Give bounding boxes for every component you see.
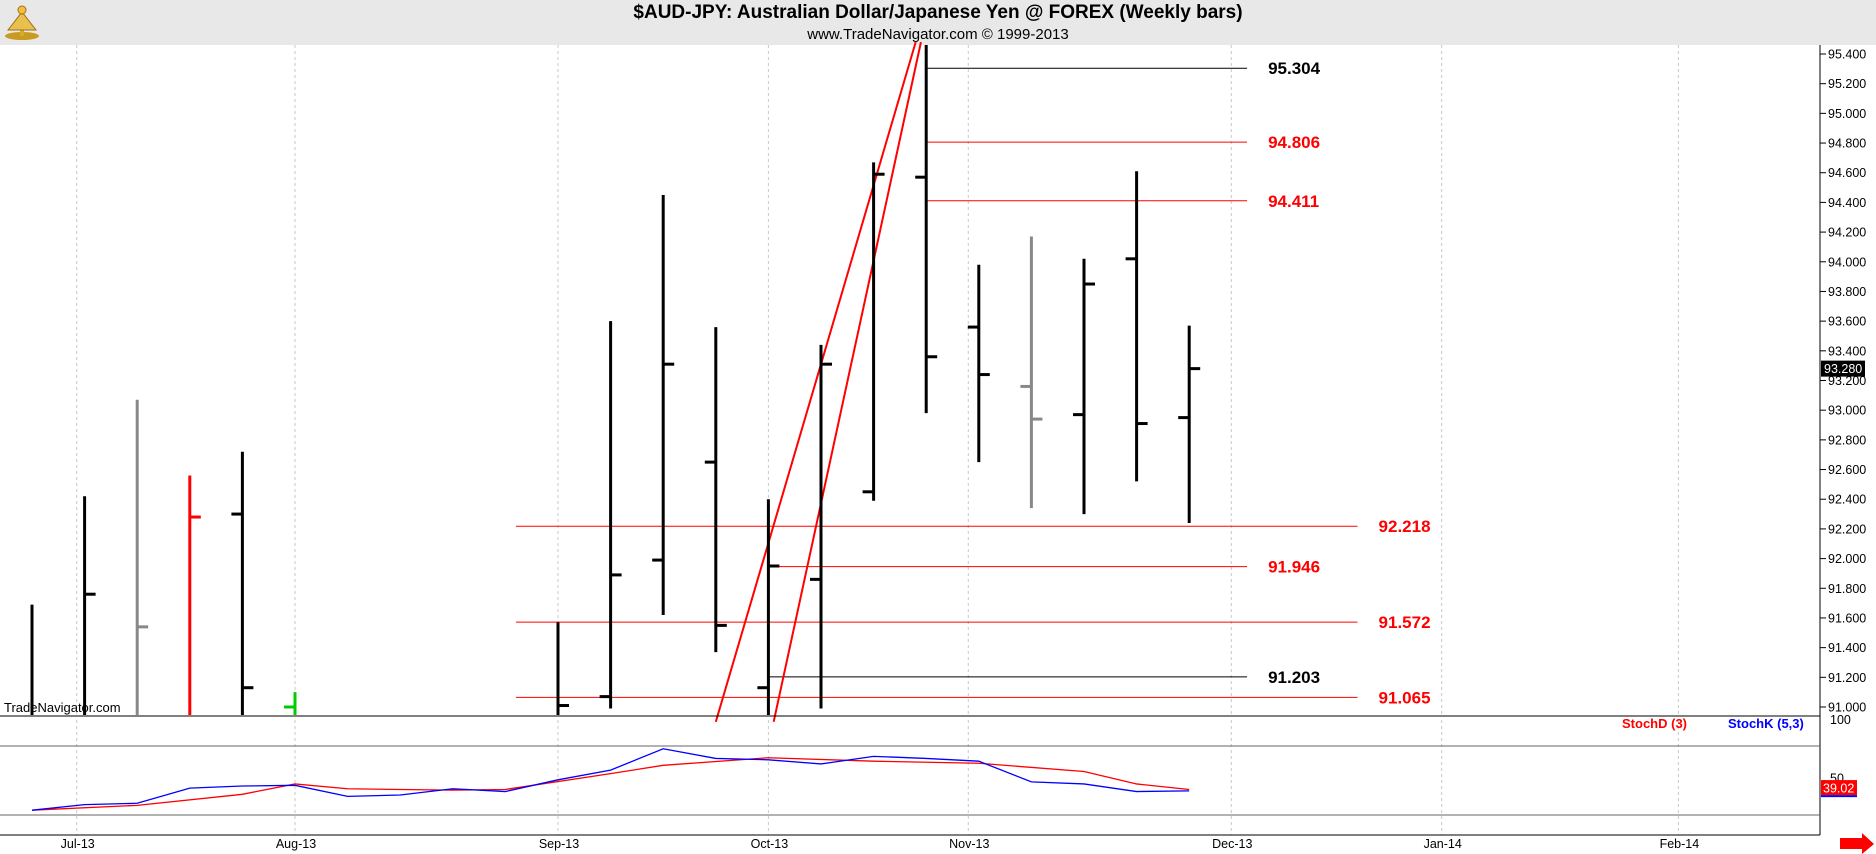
trade-navigator-logo-icon — [5, 5, 39, 40]
watermark-text: TradeNavigator.com — [4, 700, 121, 715]
level-label: 91.946 — [1268, 558, 1320, 577]
trendline — [714, 41, 917, 723]
stoch-y-tick-label: 100 — [1830, 713, 1851, 727]
last-price-box — [1821, 360, 1865, 377]
y-tick-label: 94.600 — [1828, 166, 1866, 180]
x-tick-label: Aug-13 — [276, 837, 316, 851]
y-tick-label: 95.000 — [1828, 107, 1866, 121]
trendlines — [714, 41, 922, 723]
x-tick-label: Nov-13 — [949, 837, 989, 851]
x-tick-label: Oct-13 — [751, 837, 789, 851]
price-bars — [30, 45, 1201, 715]
y-tick-label: 94.800 — [1828, 137, 1866, 151]
y-tick-label: 92.600 — [1828, 463, 1866, 477]
x-tick-label: Sep-13 — [539, 837, 579, 851]
y-tick-label: 93.200 — [1828, 374, 1866, 388]
y-tick-label: 94.000 — [1828, 255, 1866, 269]
y-tick-label: 91.800 — [1828, 582, 1866, 596]
stoch-legend-item: StochK (5,3) — [1728, 716, 1804, 731]
level-label: 95.304 — [1268, 59, 1321, 78]
axes: Jul-13 Aug-13 Sep-13 Oct-13 Nov-13 Dec-13 Jan-… — [0, 45, 1866, 851]
y-tick-label: 91.000 — [1828, 701, 1866, 715]
y-tick-label: 92.200 — [1828, 522, 1866, 536]
y-tick-label: 94.200 — [1828, 226, 1866, 240]
y-tick-label: 92.000 — [1828, 552, 1866, 566]
stoch-legend-item: StochD (3) — [1622, 716, 1687, 731]
level-label: 91.572 — [1379, 613, 1431, 632]
x-tick-label: Jan-14 — [1424, 837, 1462, 851]
y-tick-label: 91.400 — [1828, 641, 1866, 655]
y-tick-label: 93.400 — [1828, 344, 1866, 358]
level-label: 91.065 — [1379, 688, 1431, 707]
y-tick-label: 93.000 — [1828, 404, 1866, 418]
scroll-right-arrow-icon[interactable] — [1840, 833, 1874, 854]
chart-subtitle: www.TradeNavigator.com © 1999-2013 — [807, 26, 1069, 43]
horizontal-levels: 95.304 94.806 94.411 92.218 91.946 91.572 91.2… — [515, 59, 1431, 707]
y-tick-label: 93.600 — [1828, 315, 1866, 329]
y-tick-label: 95.400 — [1828, 48, 1866, 62]
chart-header — [0, 0, 1876, 45]
x-tick-label: Feb-14 — [1660, 837, 1700, 851]
stoch-series-line — [31, 757, 1190, 811]
level-label: 92.218 — [1379, 517, 1431, 536]
last-price-label: 93.280 — [1824, 362, 1862, 376]
y-tick-label: 91.600 — [1828, 611, 1866, 625]
stoch-last-value-label: 39.02 — [1823, 782, 1854, 796]
trendline — [772, 41, 922, 723]
stoch-last-value-box — [1821, 780, 1857, 796]
level-label: 94.411 — [1268, 192, 1319, 211]
y-tick-label: 95.200 — [1828, 77, 1866, 91]
y-tick-label: 94.400 — [1828, 196, 1866, 210]
y-tick-label: 93.800 — [1828, 285, 1866, 299]
level-label: 94.806 — [1268, 133, 1320, 152]
y-tick-label: 92.800 — [1828, 433, 1866, 447]
y-tick-label: 92.400 — [1828, 493, 1866, 507]
x-tick-label: Dec-13 — [1212, 837, 1252, 851]
stoch-series-line — [31, 748, 1190, 811]
y-tick-label: 91.200 — [1828, 671, 1866, 685]
x-tick-label: Jul-13 — [61, 837, 95, 851]
level-label: 91.203 — [1268, 668, 1320, 687]
chart-title: $AUD-JPY: Australian Dollar/Japanese Yen… — [633, 2, 1243, 23]
